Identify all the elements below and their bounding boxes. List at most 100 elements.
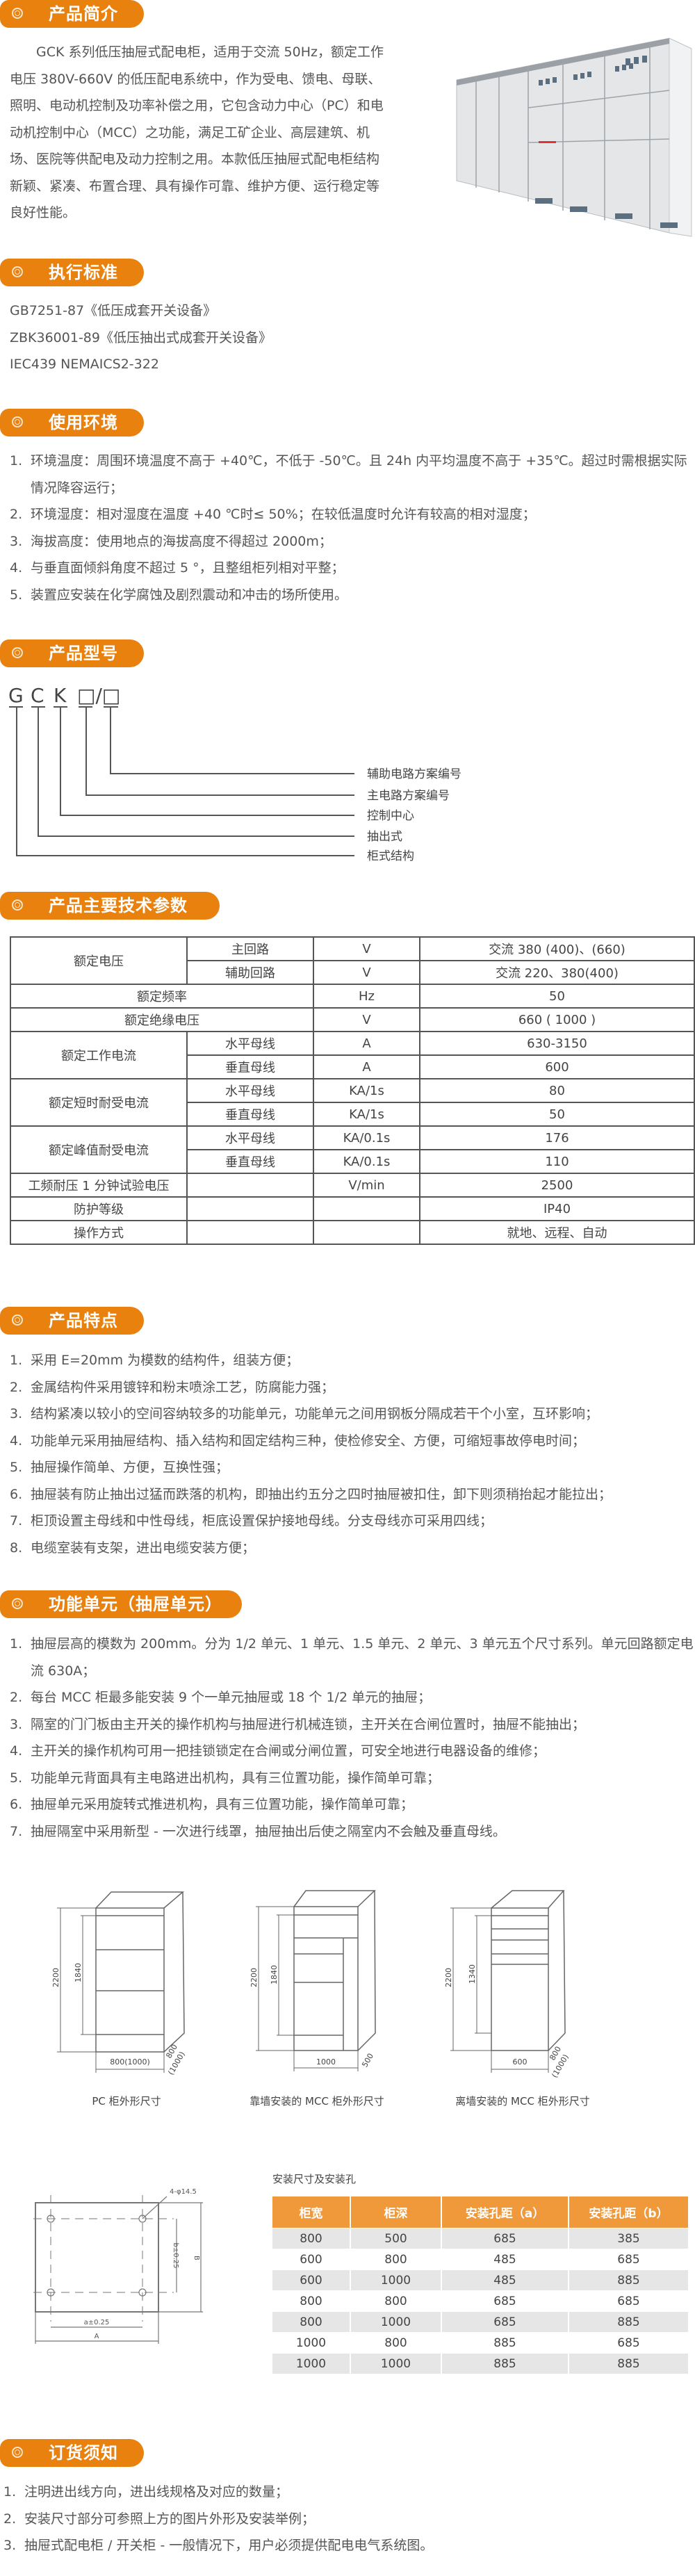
table-cell: 1000 bbox=[350, 2311, 442, 2333]
ring-icon bbox=[12, 8, 23, 19]
dim-depth: 500 bbox=[360, 2052, 375, 2069]
section-header-specs: 产品主要技术参数 bbox=[0, 892, 220, 920]
param-sub: 主回路 bbox=[186, 936, 314, 961]
param-sub: 水平母线 bbox=[186, 1031, 314, 1056]
list-item: 8. 电缆室装有支架，进出电缆安装方便； bbox=[10, 1540, 256, 1556]
list-item: 1. 环境温度：周围环境温度不高于 +40℃，不低于 -50℃。且 24h 内平均… bbox=[10, 453, 687, 496]
model-letter: C bbox=[31, 684, 44, 707]
list-item: 2. 安装尺寸部分可参照上方的图片外形及安装举例； bbox=[3, 2511, 316, 2527]
param-unit: V/min bbox=[313, 1173, 420, 1198]
dim-A-label: A bbox=[95, 2333, 99, 2340]
mounting-hole bbox=[47, 2215, 55, 2223]
list-item: 2. 环境湿度：相对湿度在温度 +40 ℃时≤ 50%；在较低温度时允许有较高的相… bbox=[10, 507, 536, 522]
section-title: 产品简介 bbox=[49, 4, 118, 24]
item-text: 环境湿度：相对湿度在温度 +40 ℃时≤ 50%；在较低温度时允许有较高的相对湿… bbox=[31, 507, 536, 522]
table-row: 垂直母线 KA/1s 50 bbox=[10, 1102, 695, 1127]
item-text: 抽屉式配电柜 / 开关柜 - 一般情况下，用户必须提供配电电气系统图。 bbox=[24, 2538, 434, 2553]
table-cell: 385 bbox=[569, 2228, 689, 2249]
dim-B-label: B bbox=[193, 2256, 200, 2260]
dim-width: 800(1000) bbox=[110, 2057, 150, 2066]
param-unit: A bbox=[313, 1031, 420, 1056]
table-row: 1000 800 885 685 bbox=[272, 2332, 689, 2354]
section-title: 使用环境 bbox=[49, 413, 118, 432]
standard-item: IEC439 NEMAICS2-322 bbox=[10, 357, 159, 372]
param-sub: 水平母线 bbox=[186, 1078, 314, 1103]
param-value: 50 bbox=[419, 984, 695, 1009]
product-photo bbox=[456, 38, 692, 237]
param-value: 交流 380 (400)、(660) bbox=[419, 936, 695, 961]
table-row: 额定绝缘电压 V 660 ( 1000 ) bbox=[10, 1007, 695, 1032]
param-value: 80 bbox=[419, 1078, 695, 1103]
param-sub: 垂直母线 bbox=[186, 1149, 314, 1174]
param-name: 额定短时耐受电流 bbox=[10, 1078, 188, 1127]
param-name: 防护等级 bbox=[10, 1196, 188, 1221]
list-item: 1. 注明进出线方向，进出线规格及对应的数量； bbox=[3, 2484, 289, 2500]
table-header-row: 柜宽 柜深 安装孔距（a） 安装孔距（b） bbox=[272, 2196, 689, 2228]
list-item: 3. 抽屉式配电柜 / 开关柜 - 一般情况下，用户必须提供配电电气系统图。 bbox=[3, 2538, 434, 2553]
table-row: 额定电压 主回路 V 交流 380 (400)、(660) bbox=[10, 936, 695, 985]
item-text: 功能单元背面具有主电路进出机构，具有三位置功能，操作简单可靠； bbox=[31, 1770, 441, 1786]
item-text: 金属结构件采用镀锌和粉末喷涂工艺，防腐能力强； bbox=[31, 1379, 335, 1395]
param-value: 50 bbox=[419, 1102, 695, 1127]
section-title: 功能单元（抽屉单元） bbox=[49, 1595, 222, 1614]
section-header-ordering: 订货须知 bbox=[0, 2439, 144, 2467]
table-cell: 1000 bbox=[350, 2353, 442, 2374]
item-text: 注明进出线方向，进出线规格及对应的数量； bbox=[24, 2484, 289, 2500]
mounting-hole-diagram: 4-φ14.5 b±0.25 B a±0.25 A bbox=[33, 2188, 203, 2344]
table-cell: 600 bbox=[272, 2269, 351, 2291]
table-row: 工频耐压 1 分钟试验电压 V/min 2500 bbox=[10, 1173, 695, 1198]
item-text: 功能单元采用抽屉结构、插入结构和固定结构三种，使检修安全、方便，可缩短事故停电时… bbox=[31, 1433, 586, 1449]
param-unit: Hz bbox=[313, 984, 420, 1009]
list-item: 1. 抽屉层高的模数为 200mm。分为 1/2 单元、1 单元、1.5 单元、2… bbox=[10, 1636, 694, 1679]
pc-cabinet-drawing bbox=[57, 1891, 185, 2073]
table-row: 操作方式 就地、远程、自动 bbox=[10, 1220, 695, 1245]
column-header: 安装孔距（a） bbox=[441, 2196, 569, 2228]
list-item: 3. 海拔高度：使用地点的海拔高度不得超过 2000m； bbox=[10, 533, 332, 549]
param-value: 176 bbox=[419, 1125, 695, 1150]
dim-height: 2200 bbox=[444, 1968, 453, 1987]
section-header-units: 功能单元（抽屉单元） bbox=[0, 1590, 242, 1618]
dim-width: 600 bbox=[513, 2057, 528, 2066]
table-cell: 800 bbox=[272, 2290, 351, 2312]
model-code-diagram: G C K □/□ 辅助电路方案编号 主电路方案编号 控制中心 抽出式 柜式结构 bbox=[8, 684, 461, 863]
item-text: 海拔高度：使用地点的海拔高度不得超过 2000m； bbox=[31, 533, 332, 549]
table-cell: 800 bbox=[350, 2332, 442, 2354]
table-row: 防护等级 IP40 bbox=[10, 1196, 695, 1221]
table-row: 额定工作电流 水平母线 A 630-3150 bbox=[10, 1031, 695, 1079]
table-cell: 685 bbox=[569, 2249, 689, 2270]
standard-item: ZBK36001-89《低压抽出式成套开关设备》 bbox=[10, 329, 272, 345]
item-text: 采用 E=20mm 为模数的结构件，组装方便； bbox=[31, 1353, 300, 1368]
param-sub: 辅助回路 bbox=[186, 960, 314, 985]
item-text: 装置应安装在化学腐蚀及剧烈震动和冲击的场所使用。 bbox=[31, 587, 348, 603]
item-text: 抽屉层高的模数为 200mm。分为 1/2 单元、1 单元、1.5 单元、2 单… bbox=[31, 1636, 694, 1679]
section-title: 产品型号 bbox=[49, 644, 118, 663]
item-text: 抽屉操作简单、方便，互换性强； bbox=[31, 1460, 229, 1475]
table-cell: 485 bbox=[441, 2269, 569, 2291]
item-text: 每台 MCC 柜最多能安装 9 个一单元抽屉或 18 个 1/2 单元的抽屉； bbox=[31, 1690, 432, 1705]
table-row: 800 1000 685 885 bbox=[272, 2311, 689, 2333]
section-header-model: 产品型号 bbox=[0, 639, 144, 667]
table-row: 800 500 685 385 bbox=[272, 2228, 689, 2249]
table-row: 垂直母线 KA/0.1s 110 bbox=[10, 1149, 695, 1174]
model-label: 抽出式 bbox=[367, 830, 402, 844]
section-header-intro: 产品简介 bbox=[0, 0, 144, 28]
list-item: 2. 每台 MCC 柜最多能安装 9 个一单元抽屉或 18 个 1/2 单元的抽屉… bbox=[10, 1690, 432, 1705]
model-label: 辅助电路方案编号 bbox=[367, 767, 461, 781]
item-text: 主开关的操作机构可用一把挂锁锁定在合闸或分闸位置，可安全地进行电器设备的维修； bbox=[31, 1743, 546, 1759]
table-cell: 1000 bbox=[350, 2269, 442, 2291]
mounting-hole bbox=[138, 2215, 147, 2223]
table-row: 1000 1000 885 885 bbox=[272, 2353, 689, 2374]
standard-item: GB7251-87《低压成套开关设备》 bbox=[10, 303, 217, 318]
model-label: 柜式结构 bbox=[367, 849, 414, 863]
cabinet-dimension-drawings: 2200 1840 800(1000) 800 (1000) 2200 1840… bbox=[51, 1890, 590, 2108]
param-name: 操作方式 bbox=[10, 1220, 188, 1245]
param-name: 工频耐压 1 分钟试验电压 bbox=[10, 1173, 188, 1198]
param-sub: 水平母线 bbox=[186, 1125, 314, 1150]
section-title: 订货须知 bbox=[49, 2443, 118, 2463]
param-name: 额定峰值耐受电流 bbox=[10, 1125, 188, 1174]
param-unit: KA/0.1s bbox=[313, 1149, 420, 1174]
ring-icon bbox=[12, 2447, 23, 2458]
model-letter: G bbox=[8, 684, 24, 707]
list-item: 1. 采用 E=20mm 为模数的结构件，组装方便； bbox=[10, 1353, 300, 1368]
item-text: 抽屉单元采用旋转式推进机构，具有三位置功能，操作简单可靠； bbox=[31, 1797, 414, 1812]
